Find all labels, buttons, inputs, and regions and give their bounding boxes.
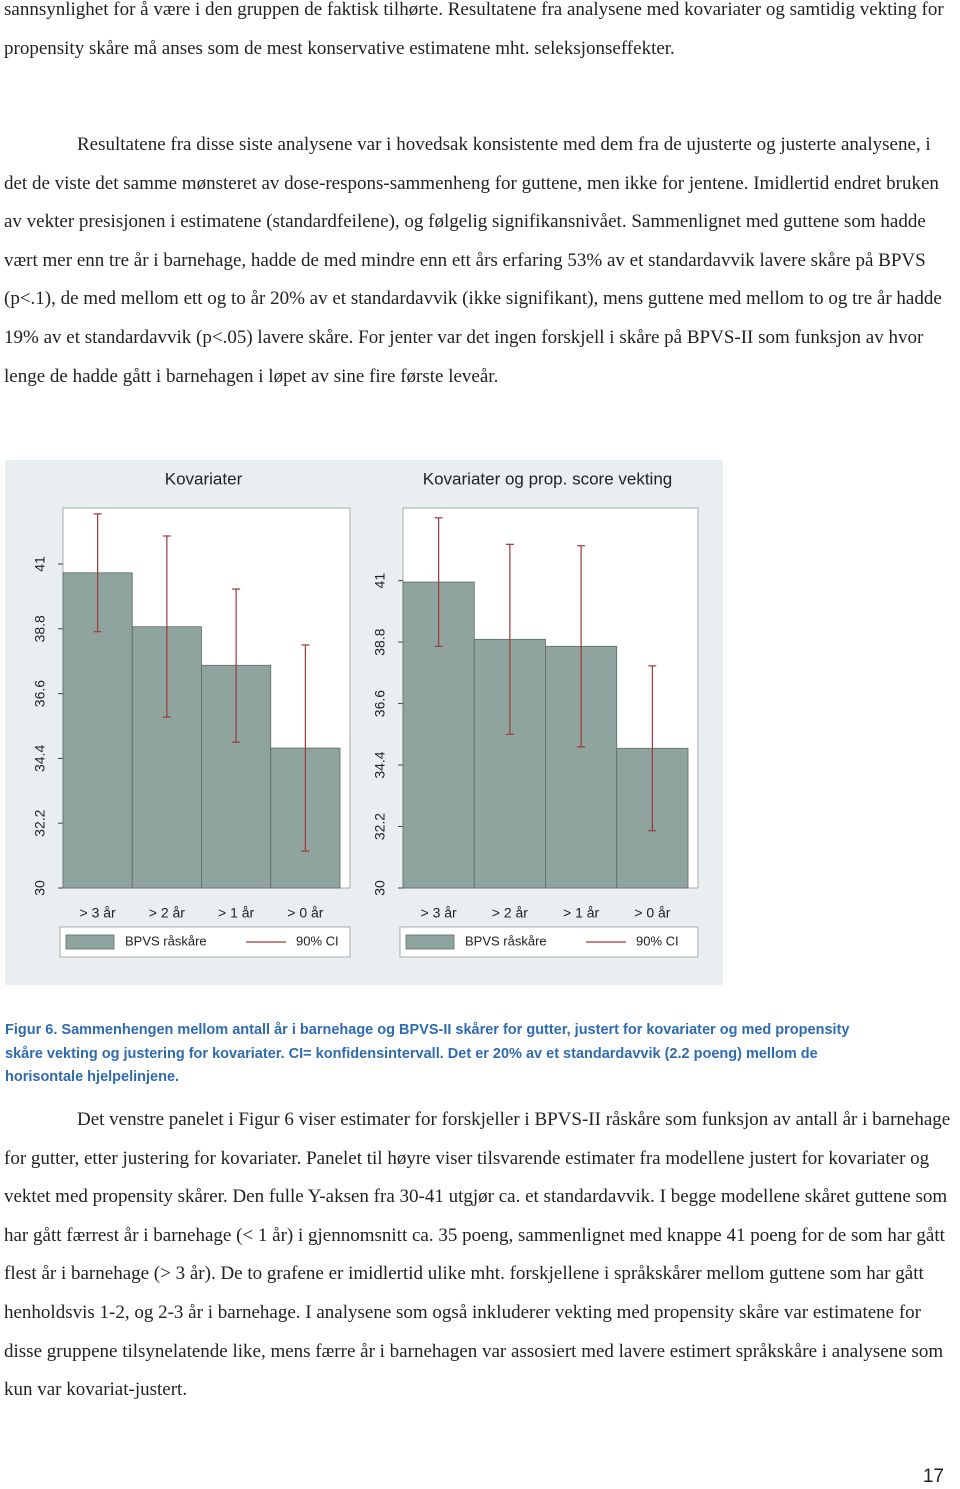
y-tick-label: 32.2 [32,809,48,836]
y-tick-label: 30 [372,880,388,896]
legend-swatch [65,934,115,950]
legend-label: BPVS råskåre [465,933,547,948]
y-tick-label: 38.8 [372,628,388,655]
figure-caption: Figur 6. Sammenhengen mellom antall år i… [5,1022,850,1085]
chart-title: Kovariater [165,469,243,488]
y-tick-label: 36.6 [32,680,48,707]
y-tick-label: 36.6 [372,690,388,717]
y-tick-label: 32.2 [372,813,388,840]
x-tick-label: > 1 år [218,905,255,921]
legend-label: BPVS råskåre [125,933,207,948]
x-tick-label: > 3 år [421,905,458,921]
figure: Kovariater 30 32.2 34.4 36.6 38.8 41 > 3 år > 2 … [5,460,723,985]
chart-title: Kovariater og prop. score vekting [423,469,672,488]
legend-swatch [405,934,455,950]
y-tick-label: 30 [32,880,48,896]
page-number: 17 [922,1466,944,1487]
x-tick-label: > 1 år [563,905,600,921]
paragraph: Det venstre panelet i Figur 6 viser esti… [4,1109,951,1401]
x-tick-label: > 3 år [80,905,117,921]
y-tick-label: 34.4 [32,745,48,772]
paragraph: sannsynlighet for å være i den gruppen d… [4,0,944,59]
x-tick-label: > 2 år [149,905,186,921]
y-tick-label: 41 [372,573,388,589]
x-tick-label: > 0 år [287,905,324,921]
y-tick-label: 41 [32,556,48,572]
y-tick-label: 34.4 [372,751,388,778]
legend-label: 90% CI [296,933,339,948]
legend-label: 90% CI [636,933,679,948]
paragraph: Resultatene fra disse siste analysene va… [4,134,942,387]
x-tick-label: > 0 år [634,905,671,921]
y-tick-label: 38.8 [32,615,48,642]
x-tick-label: > 2 år [492,905,529,921]
